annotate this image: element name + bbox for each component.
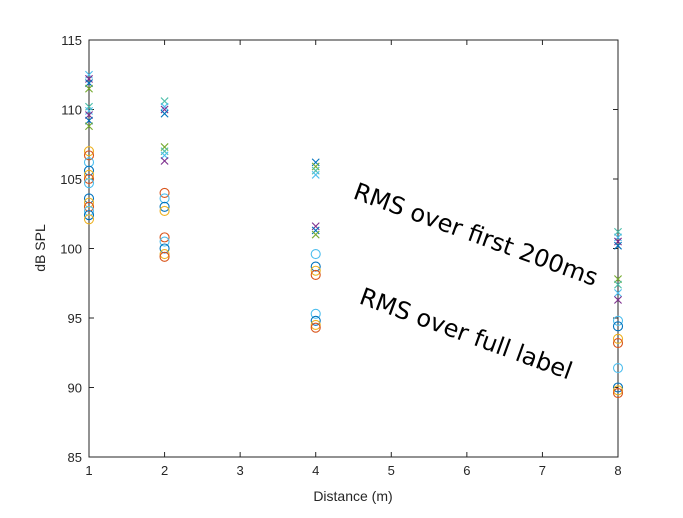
circle-marker	[83, 193, 95, 204]
x-marker	[85, 84, 93, 93]
circle-marker	[310, 322, 321, 333]
circle-marker	[159, 193, 170, 204]
y-tick-label: 105	[60, 172, 82, 187]
circle-marker	[159, 243, 170, 254]
x-tick-label: 4	[312, 463, 319, 478]
circle-marker	[159, 236, 170, 247]
x-marker	[614, 288, 622, 297]
data-points	[83, 70, 624, 399]
y-axis-label: dB SPL	[32, 224, 48, 272]
x-marker	[614, 241, 622, 250]
x-tick-label: 7	[539, 463, 546, 478]
x-marker-stroke	[160, 156, 169, 165]
y-tick-label: 85	[68, 450, 82, 465]
x-marker	[85, 122, 93, 131]
circle-marker	[83, 201, 95, 212]
y-tick-label: 95	[68, 311, 82, 326]
x-marker	[311, 166, 320, 175]
x-tick-label: 3	[237, 463, 244, 478]
x-marker	[160, 156, 169, 165]
circle-marker	[612, 333, 624, 344]
axes: 1 2 3 4 5 6 7 8 85 90 95 100 105 110 115	[60, 33, 621, 478]
y-tick-label: 100	[60, 242, 82, 257]
circle-marker	[159, 232, 170, 243]
circle-marker	[612, 362, 624, 374]
x-marker-stroke	[85, 122, 93, 131]
circle-marker	[310, 265, 321, 276]
circle-marker	[83, 165, 95, 176]
x-marker	[614, 280, 622, 289]
circle-marker	[159, 249, 170, 260]
annotations: RMS over first 200ms RMS over full label	[350, 177, 602, 385]
circle-marker	[159, 205, 170, 217]
x-marker	[160, 102, 169, 111]
x-marker	[311, 162, 320, 171]
y-tick-label: 90	[68, 381, 82, 396]
circle-marker	[83, 205, 95, 217]
circle-marker	[83, 146, 95, 157]
circle-marker	[310, 249, 321, 260]
x-marker-stroke	[160, 102, 169, 111]
x-marker	[311, 222, 320, 231]
circle-marker	[310, 261, 321, 272]
circle-marker	[83, 173, 95, 185]
circle-marker	[612, 321, 624, 332]
x-tick-label: 1	[85, 463, 92, 478]
circle-marker	[83, 178, 95, 189]
x-marker-stroke	[614, 280, 622, 289]
x-marker	[311, 158, 320, 167]
circle-marker	[310, 308, 321, 319]
annotation-full-label: RMS over full label	[356, 282, 576, 385]
x-tick-label: 6	[463, 463, 470, 478]
axis-labels: Distance (m) dB SPL	[32, 224, 393, 504]
circle-marker	[83, 197, 95, 208]
circle-marker	[83, 210, 95, 221]
x-marker	[311, 170, 320, 179]
x-tick-label: 5	[388, 463, 395, 478]
x-marker	[160, 109, 169, 118]
x-marker-stroke	[85, 84, 93, 93]
circle-marker	[159, 251, 170, 262]
x-marker-stroke	[160, 109, 169, 118]
y-tick-label: 115	[61, 33, 82, 48]
circle-marker	[159, 187, 170, 198]
circle-marker	[612, 388, 624, 399]
y-tick-label: 110	[61, 103, 82, 118]
circle-marker	[612, 315, 624, 326]
circle-marker	[83, 150, 95, 161]
x-axis-label: Distance (m)	[313, 488, 392, 504]
circle-marker	[612, 382, 624, 393]
annotation-first-200ms: RMS over first 200ms	[350, 177, 602, 291]
x-marker-stroke	[614, 295, 622, 304]
circle-marker	[612, 337, 624, 349]
circle-marker	[310, 269, 321, 280]
circle-marker	[310, 315, 321, 326]
x-marker	[311, 226, 320, 235]
x-marker-stroke	[614, 288, 622, 297]
x-tick-label: 2	[161, 463, 168, 478]
x-marker-stroke	[614, 241, 622, 250]
x-marker	[614, 295, 622, 304]
x-marker-stroke	[311, 170, 320, 179]
x-marker	[311, 230, 320, 239]
x-marker	[160, 147, 169, 156]
x-tick-label: 8	[614, 463, 621, 478]
circle-marker	[83, 157, 95, 168]
circle-marker	[159, 201, 170, 212]
circle-marker	[83, 214, 95, 225]
circle-marker	[612, 385, 624, 396]
x-marker	[160, 143, 169, 152]
x-marker-stroke	[311, 230, 320, 239]
circle-marker	[83, 169, 95, 180]
circle-marker	[310, 319, 321, 331]
